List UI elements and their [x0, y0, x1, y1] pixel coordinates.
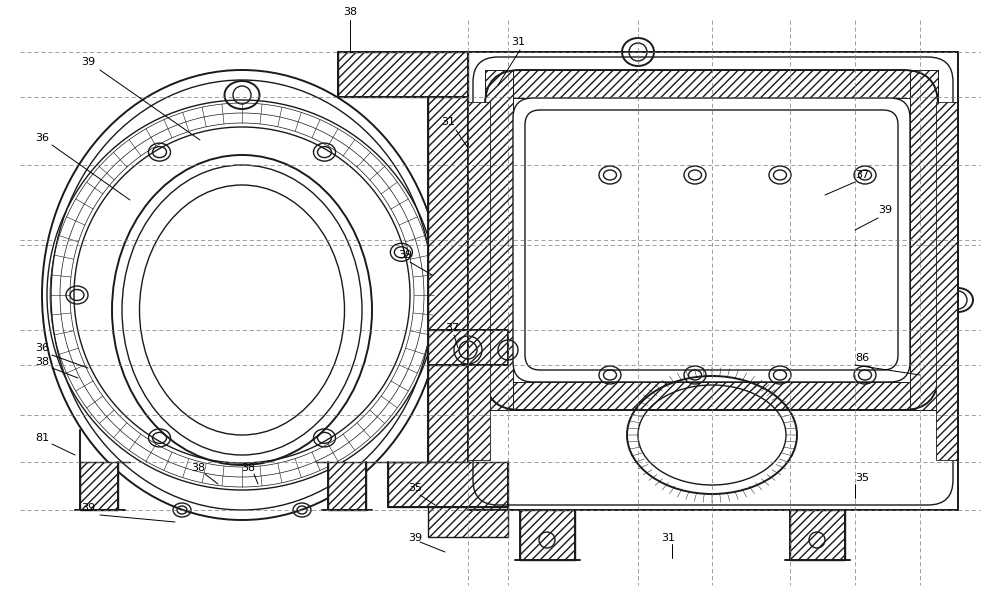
Text: 37: 37: [445, 323, 459, 333]
Bar: [338, 52, 468, 97]
Text: 38: 38: [35, 357, 49, 367]
Text: 39: 39: [81, 503, 95, 513]
Bar: [328, 462, 366, 510]
FancyBboxPatch shape: [513, 98, 910, 382]
Bar: [428, 97, 468, 462]
Bar: [485, 70, 938, 98]
Text: 31: 31: [441, 117, 455, 127]
Text: 38: 38: [241, 463, 255, 473]
Bar: [520, 510, 575, 560]
Bar: [910, 70, 938, 410]
Text: 36: 36: [35, 343, 49, 353]
Text: 35: 35: [408, 483, 422, 493]
Text: 39: 39: [398, 250, 412, 260]
Text: 86: 86: [855, 353, 869, 363]
Text: 37: 37: [855, 170, 869, 180]
Text: 36: 36: [35, 133, 49, 143]
Text: 39: 39: [81, 57, 95, 67]
Text: 38: 38: [343, 7, 357, 17]
Bar: [936, 102, 958, 460]
Text: 39: 39: [408, 533, 422, 543]
Text: 38: 38: [191, 463, 205, 473]
Bar: [485, 382, 938, 410]
Bar: [790, 510, 845, 560]
Text: 31: 31: [661, 533, 675, 543]
Bar: [485, 70, 513, 410]
Bar: [388, 462, 508, 507]
Text: 31: 31: [511, 37, 525, 47]
Text: 35: 35: [855, 473, 869, 483]
Text: 81: 81: [35, 433, 49, 443]
Text: 39: 39: [878, 205, 892, 215]
Bar: [80, 462, 118, 510]
Bar: [428, 330, 508, 365]
Bar: [428, 507, 508, 537]
Bar: [468, 102, 490, 460]
